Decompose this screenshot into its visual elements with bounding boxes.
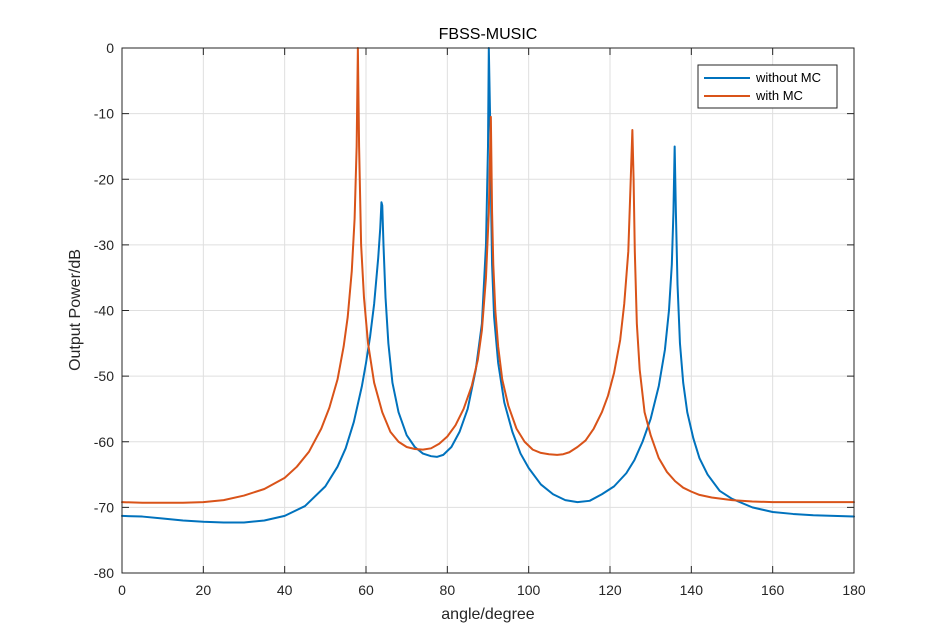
legend-box bbox=[697, 64, 838, 109]
x-tick-label: 20 bbox=[196, 582, 212, 598]
ticks bbox=[121, 47, 855, 574]
x-axis-label: angle/degree bbox=[441, 606, 535, 623]
x-tick-label: 80 bbox=[440, 582, 456, 598]
y-tick-label: 0 bbox=[106, 40, 114, 56]
x-tick-label: 100 bbox=[517, 582, 541, 598]
y-tick-label: -10 bbox=[94, 106, 114, 122]
x-tick-label: 60 bbox=[358, 582, 374, 598]
legend-label-without-mc: without MC bbox=[755, 70, 821, 85]
x-tick-label: 0 bbox=[118, 582, 126, 598]
y-tick-label: -60 bbox=[94, 434, 114, 450]
series-line-without-mc bbox=[121, 47, 855, 524]
y-tick-label: -30 bbox=[94, 237, 114, 253]
x-tick-label: 180 bbox=[842, 582, 866, 598]
y-tick-label: -80 bbox=[94, 565, 114, 581]
legend-label-with-mc: with MC bbox=[755, 88, 803, 103]
series-line-with-mc bbox=[121, 47, 855, 504]
y-tick-label: -50 bbox=[94, 368, 114, 384]
x-tick-label: 140 bbox=[680, 582, 704, 598]
y-tick-label: -40 bbox=[94, 303, 114, 319]
y-axis-label: Output Power/dB bbox=[67, 249, 84, 371]
x-tick-label: 120 bbox=[598, 582, 622, 598]
x-tick-label: 160 bbox=[761, 582, 785, 598]
tick-labels: 0 20 40 60 80 100 120 140 160 180 0 -10 -20 -30 -40 -50… bbox=[94, 40, 866, 598]
chart-title: FBSS-MUSIC bbox=[439, 26, 538, 43]
x-tick-label: 40 bbox=[277, 582, 293, 598]
legend: without MC with MC bbox=[697, 64, 838, 109]
y-tick-label: -70 bbox=[94, 499, 114, 515]
series-layer bbox=[121, 47, 855, 524]
y-tick-label: -20 bbox=[94, 171, 114, 187]
